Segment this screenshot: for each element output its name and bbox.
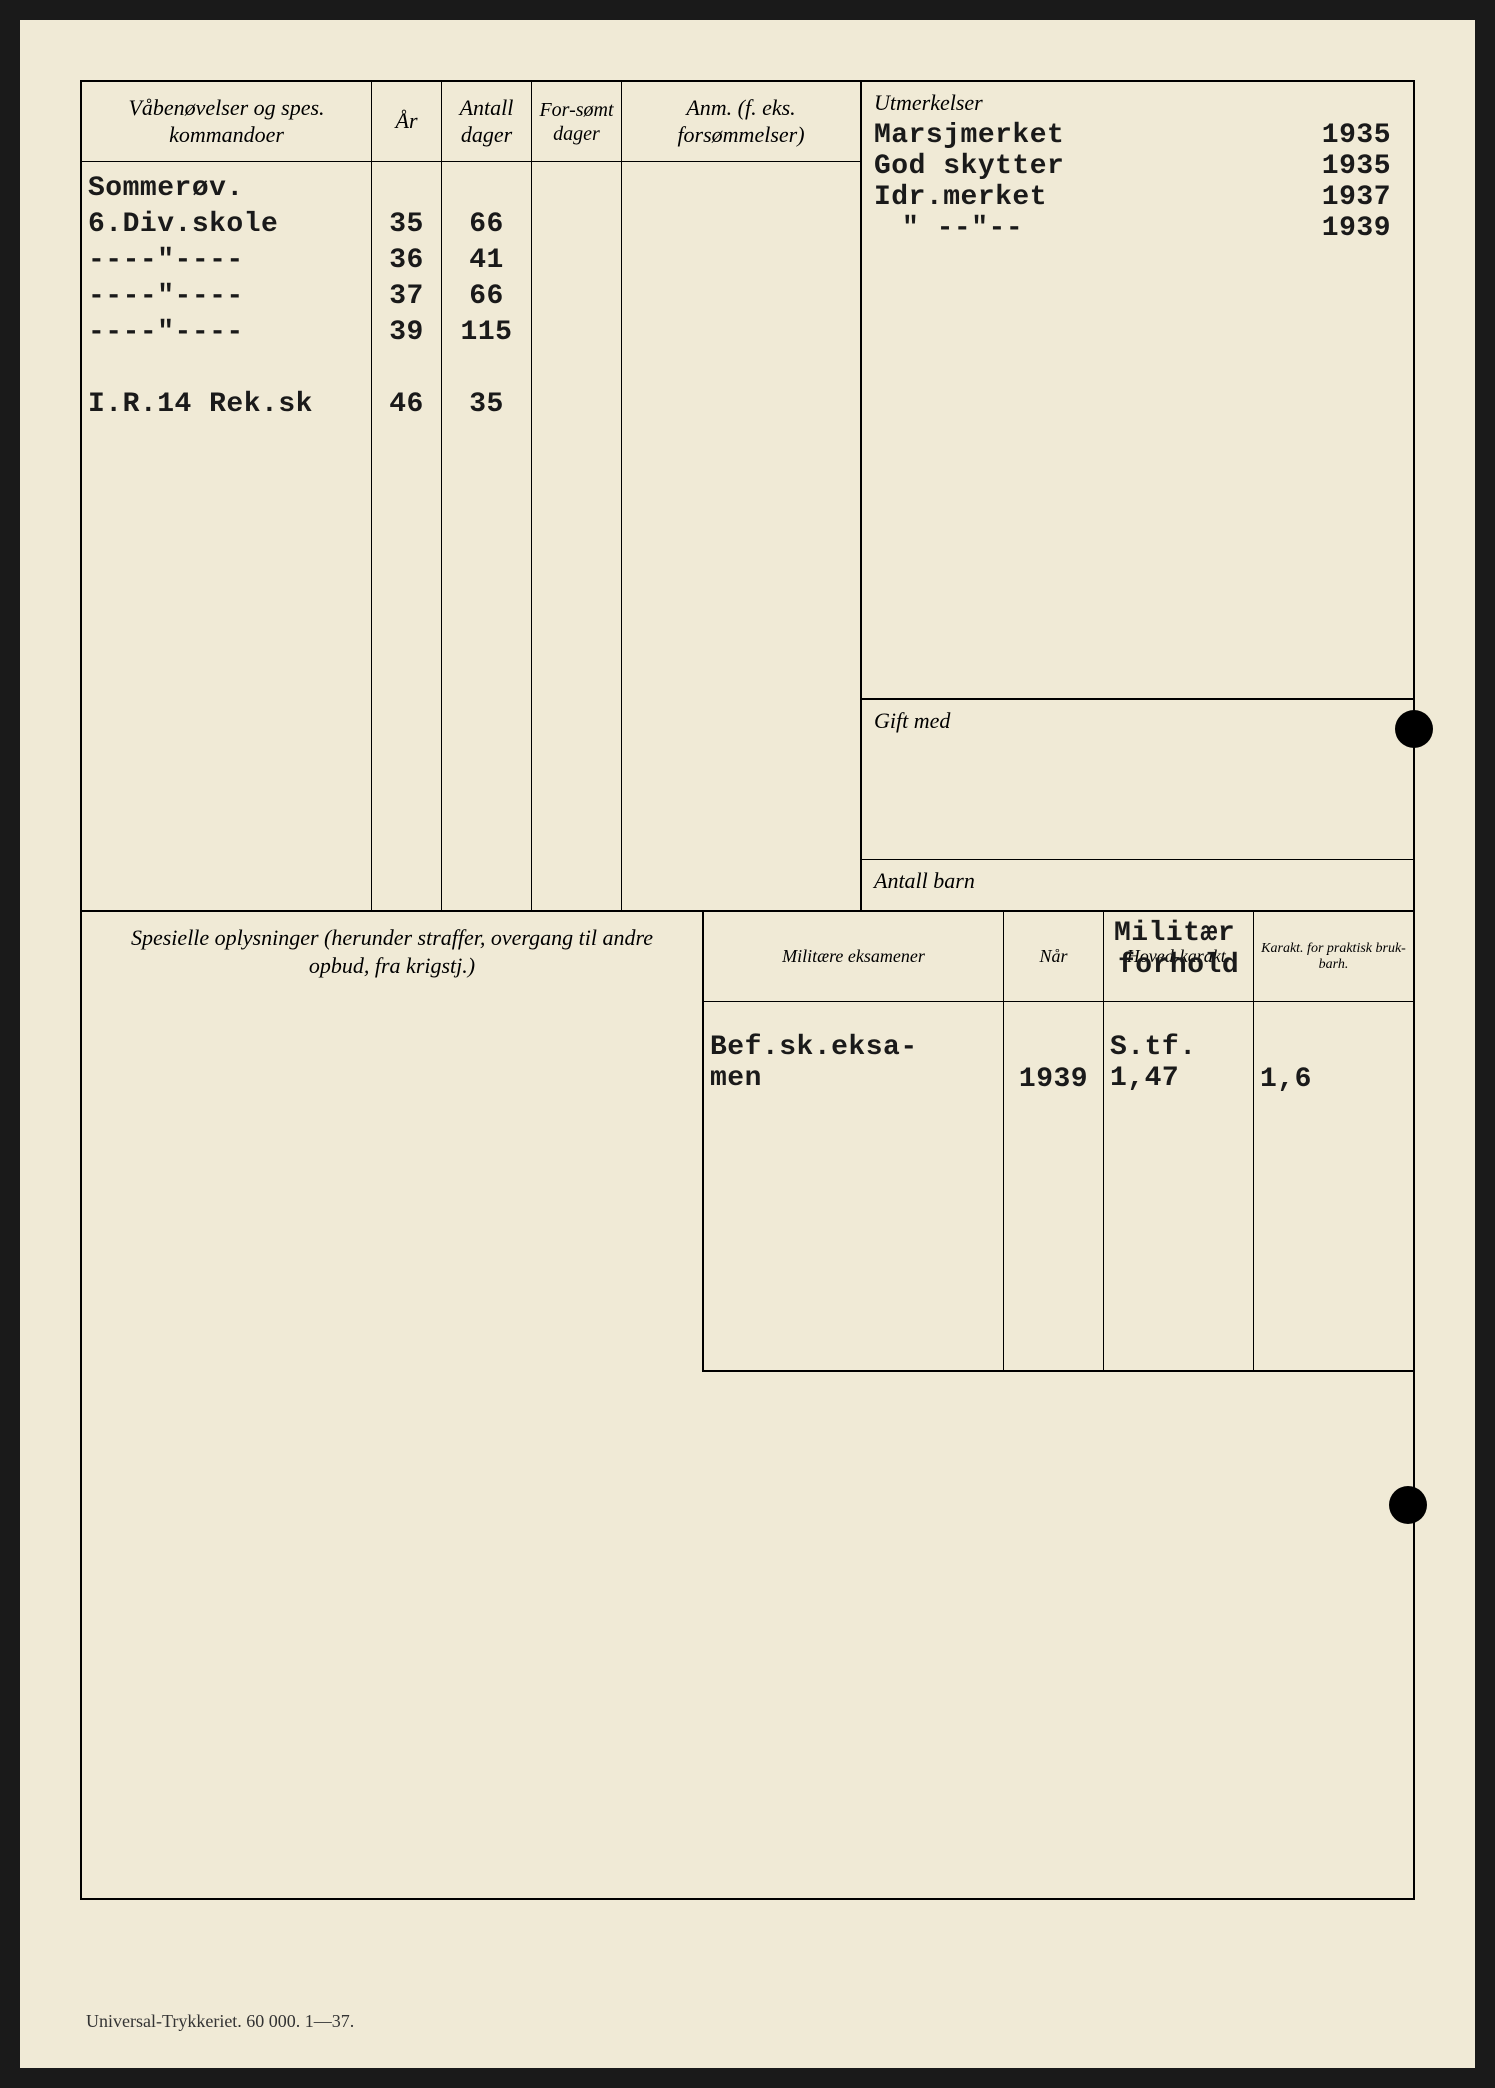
exercise-days: 66 — [448, 206, 525, 242]
award-year: 1935 — [1322, 120, 1391, 151]
exercise-year — [378, 350, 435, 386]
exercise-days: 115 — [448, 314, 525, 350]
header-married: Gift med — [874, 708, 1401, 734]
special-info: Spesielle oplysninger (herunder straffer… — [82, 912, 702, 1372]
exercise-name: Sommerøv. — [88, 170, 365, 206]
col-exercises: Våbenøvelser og spes. kommandoer Sommerø… — [82, 82, 372, 910]
exam-name: men — [710, 1063, 997, 1094]
exam-usability: 1,6 — [1260, 1064, 1407, 1095]
exercise-name: ----"---- — [88, 242, 365, 278]
col-when: Når 1939 — [1004, 912, 1104, 1370]
award-year: 1937 — [1322, 182, 1391, 213]
col-year: År 35 36 37 39 46 — [372, 82, 442, 910]
exercise-days: 66 — [448, 278, 525, 314]
exercise-year: 36 — [378, 242, 435, 278]
header-year: År — [396, 108, 418, 134]
col-grade: Hoved-karakt. Militær forhold S.tf. 1,47 — [1104, 912, 1254, 1370]
header-awards: Utmerkelser — [874, 90, 1401, 116]
mid-section: Spesielle oplysninger (herunder straffer… — [82, 912, 1413, 1372]
exercise-days: 41 — [448, 242, 525, 278]
header-exam: Militære eksamener — [782, 947, 925, 967]
award-name: Marsjmerket — [874, 120, 1064, 151]
overprint-text: Militær — [1114, 918, 1235, 949]
header-days: Antall dager — [446, 95, 527, 148]
exercise-year: 35 — [378, 206, 435, 242]
header-when: Når — [1039, 947, 1067, 967]
exercise-year: 39 — [378, 314, 435, 350]
col-days: Antall dager 66 41 66 115 35 — [442, 82, 532, 910]
exercise-days — [448, 170, 525, 206]
exercise-name: ----"---- — [88, 278, 365, 314]
header-missed: For-sømt dager — [536, 98, 617, 146]
overprint-text: forhold — [1118, 950, 1239, 981]
exams-table: Militære eksamener Bef.sk.eksa- men Når … — [702, 912, 1413, 1372]
exercise-year: 37 — [378, 278, 435, 314]
exam-name: Bef.sk.eksa- — [710, 1032, 997, 1063]
awards-section: Utmerkelser Marsjmerket 1935 God skytter… — [862, 82, 1413, 700]
award-name: " --"-- — [874, 213, 1023, 244]
top-section: Våbenøvelser og spes. kommandoer Sommerø… — [82, 82, 1413, 912]
col-exam: Militære eksamener Bef.sk.eksa- men — [704, 912, 1004, 1370]
exercise-days — [448, 350, 525, 386]
exercise-name — [88, 350, 365, 386]
col-usability: Karakt. for praktisk bruk-barh. 1,6 — [1254, 912, 1413, 1370]
header-notes: Anm. (f. eks. forsømmelser) — [626, 95, 856, 148]
exercise-name: ----"---- — [88, 314, 365, 350]
exam-grade: 1,47 — [1110, 1063, 1247, 1094]
header-usability: Karakt. for praktisk bruk-barh. — [1256, 941, 1411, 972]
header-exercises: Våbenøvelser og spes. kommandoer — [86, 95, 367, 148]
exercise-name: 6.Div.skole — [88, 206, 365, 242]
exercise-name: I.R.14 Rek.sk — [88, 386, 365, 422]
exercise-year — [378, 170, 435, 206]
exam-year: 1939 — [1010, 1064, 1097, 1095]
header-children: Antall barn — [874, 868, 1401, 894]
document-page: Våbenøvelser og spes. kommandoer Sommerø… — [20, 20, 1475, 2068]
award-name: God skytter — [874, 151, 1064, 182]
printer-footer: Universal-Trykkeriet. 60 000. 1—37. — [86, 2011, 354, 2032]
exercise-days: 35 — [448, 386, 525, 422]
header-special: Spesielle oplysninger (herunder straffer… — [98, 920, 686, 983]
right-panel: Utmerkelser Marsjmerket 1935 God skytter… — [862, 82, 1413, 910]
award-name: Idr.merket — [874, 182, 1047, 213]
award-year: 1939 — [1322, 213, 1391, 244]
col-missed: For-sømt dager — [532, 82, 622, 910]
award-year: 1935 — [1322, 151, 1391, 182]
exercises-table: Våbenøvelser og spes. kommandoer Sommerø… — [82, 82, 862, 910]
col-notes: Anm. (f. eks. forsømmelser) — [622, 82, 862, 910]
exercise-year: 46 — [378, 386, 435, 422]
children-section: Antall barn — [862, 860, 1413, 910]
married-section: Gift med — [862, 700, 1413, 860]
exam-grade: S.tf. — [1110, 1032, 1247, 1063]
form-border: Våbenøvelser og spes. kommandoer Sommerø… — [80, 80, 1415, 1900]
